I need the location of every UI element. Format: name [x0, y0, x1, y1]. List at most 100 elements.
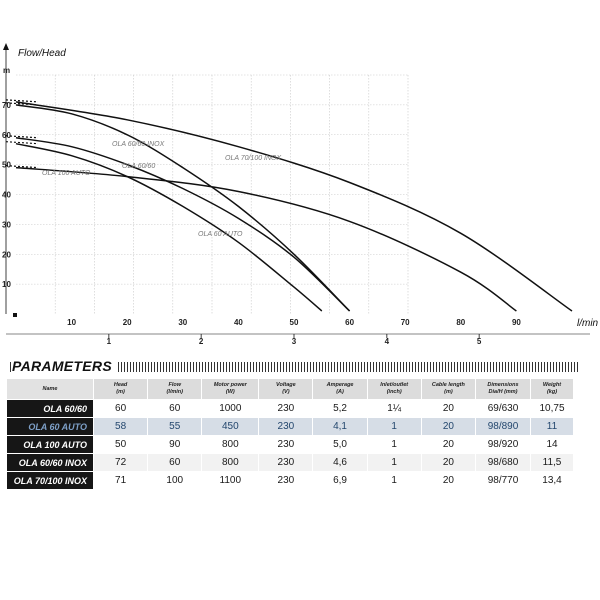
table-cell: 10,75	[539, 403, 565, 414]
y-tick-label: 40	[2, 191, 11, 200]
curve-lead-in	[5, 135, 39, 139]
table-cell: 450	[202, 418, 259, 435]
column-header-label: Flow	[168, 382, 181, 388]
table-cell: 5,0	[333, 439, 347, 450]
table-row: OLA 60 AUTO 58 55 450 230 4,1 1 20 98/890 11	[7, 418, 573, 435]
table-cell: 230	[277, 439, 295, 450]
curve-label: OLA 60/60	[122, 163, 155, 170]
x-tick-label: 70	[401, 318, 410, 327]
table-cell: 5,2	[333, 403, 347, 414]
table-cell: 4,6	[313, 454, 367, 471]
x-tick-label: 20	[123, 318, 132, 327]
column-header-unit: (W)	[225, 389, 235, 395]
model-name-cell: OLA 60/60	[7, 400, 93, 417]
secondary-x-tick-labels: 1 2 3 4 5	[107, 334, 482, 346]
curve-lead-in	[5, 99, 39, 103]
table-cell: 1000	[219, 403, 242, 414]
column-header: Flow (l/min)	[148, 379, 202, 399]
column-header-label: Cable length	[431, 382, 465, 388]
table-cell: 1	[391, 439, 397, 450]
secondary-x-tick-label: 5	[477, 337, 482, 346]
table-cell: 6,9	[333, 475, 347, 486]
table-cell: 20	[442, 439, 454, 450]
table-cell: 230	[277, 475, 295, 486]
column-header-unit: (l/min)	[166, 389, 183, 395]
column-header: Voltage (V)	[259, 379, 313, 399]
column-header: Motor power (W)	[202, 379, 259, 399]
x-axis-unit: l/min	[577, 318, 599, 329]
column-header-unit: (A)	[336, 389, 344, 395]
series-curve	[15, 101, 573, 312]
column-header: Inlet/outlet (inch)	[367, 379, 421, 399]
table-cell: 1	[367, 454, 421, 471]
chart-title: Flow/Head	[18, 48, 66, 59]
column-header-label: Head	[113, 382, 128, 388]
table-cell: 800	[221, 439, 239, 450]
table-cell: 60	[148, 454, 202, 471]
curve-series	[5, 99, 573, 312]
column-header-label: Amperage	[326, 382, 354, 388]
y-axis-arrow-icon	[3, 43, 9, 50]
curve-label: OLA 70/100 INOX	[225, 155, 281, 162]
table-cell: 20	[442, 475, 454, 486]
column-header-label: Dimensions	[487, 382, 519, 388]
y-tick-label: 70	[2, 101, 11, 110]
secondary-x-tick-label: 2	[199, 337, 204, 346]
x-tick-label: 40	[234, 318, 243, 327]
column-header-unit: (m)	[444, 389, 453, 395]
table-body: OLA 60/60 60 60 1000 230 5,2 1¼ 20 69/630 10,75 OL…	[7, 400, 573, 489]
column-header: Dimensions Dia/H (mm)	[476, 379, 530, 399]
column-header: Head (m)	[94, 379, 148, 399]
table-cell: 90	[169, 439, 181, 450]
model-name-cell: OLA 100 AUTO	[7, 436, 93, 453]
curve-lead-in	[5, 102, 39, 106]
x-tick-label: 30	[178, 318, 187, 327]
column-header-label: Voltage	[276, 382, 296, 388]
model-name-cell: OLA 70/100 INOX	[7, 472, 93, 489]
table-cell: 13,4	[542, 475, 562, 486]
table-cell: 60	[169, 403, 181, 414]
x-tick-label: 80	[456, 318, 465, 327]
column-header-unit: (V)	[282, 389, 290, 395]
curve-labels: OLA 70/100 INOX OLA 60/60 INOX OLA 60/60 OL…	[42, 141, 281, 238]
table-row: OLA 60/60 INOX 72 60 800 230 4,6 1 20 98/680 11,5	[7, 454, 573, 471]
table-cell: 230	[259, 418, 313, 435]
table-cell: 1	[391, 475, 397, 486]
table-row: OLA 70/100 INOX 71 100 1100 230 6,9 1 20 98/770 1…	[7, 472, 573, 489]
table-cell: 14	[546, 439, 558, 450]
curve-label: OLA 60/60 INOX	[112, 141, 165, 148]
column-header: Weight (kg)	[531, 379, 573, 399]
column-header-unit: (m)	[116, 389, 125, 395]
table-cell: 20	[421, 454, 475, 471]
series-curve	[15, 142, 323, 312]
parameters-title: PARAMETERS	[12, 358, 118, 374]
table-cell: 60	[115, 403, 127, 414]
parameters-table: Name Head (m) Flow (l/min) Motor power (W) Volt…	[6, 378, 574, 490]
table-row: OLA 60/60 60 60 1000 230 5,2 1¼ 20 69/630 10,75	[7, 400, 573, 417]
table-cell: 800	[202, 454, 259, 471]
x-tick-label: 50	[290, 318, 299, 327]
origin-marker	[13, 313, 17, 317]
column-header-label: Motor power	[213, 382, 247, 388]
table-cell: 98/770	[487, 475, 519, 486]
column-header-unit: (kg)	[546, 389, 558, 395]
series-curve	[15, 104, 351, 312]
table-cell: 98/920	[487, 439, 519, 450]
curve-label: OLA 60 AUTO	[198, 231, 243, 238]
x-tick-label: 60	[345, 318, 354, 327]
column-header: Cable length (m)	[421, 379, 475, 399]
table-cell: 72	[94, 454, 148, 471]
table-cell: 98/890	[476, 418, 530, 435]
table-cell: 230	[259, 454, 313, 471]
table-cell: 100	[166, 475, 184, 486]
y-tick-label: 30	[2, 220, 11, 229]
y-axis-unit: m	[3, 66, 10, 75]
hatch-divider	[10, 362, 580, 372]
secondary-x-tick-label: 1	[107, 337, 112, 346]
column-header: Name	[7, 379, 93, 399]
parameters-header: PARAMETERS	[0, 358, 580, 376]
y-tick-label: 20	[2, 250, 11, 259]
table-cell: 58	[94, 418, 148, 435]
series-curve	[15, 166, 517, 312]
